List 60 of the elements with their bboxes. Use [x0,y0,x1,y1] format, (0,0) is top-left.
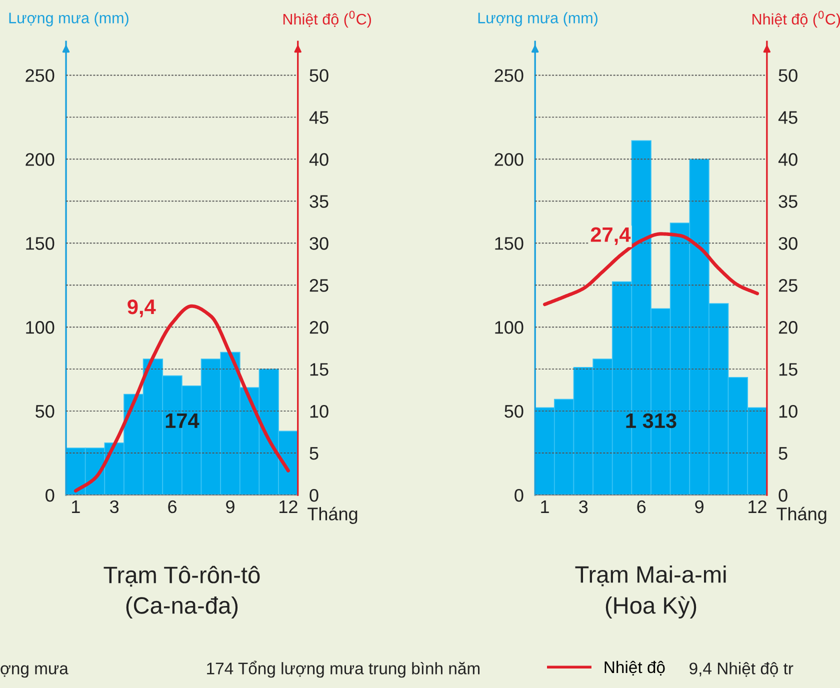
text: Trạm Tô-rôn-tô (Ca-na-đa) [104,566,260,619]
y2-tick-label: 40 [778,153,798,166]
y2-tick-label: 0 [778,488,788,502]
y-tick-label: 50 [36,404,54,418]
x-tick-label: 1 [541,500,549,513]
y2-axis-title: Nhiệt độ ($^{0}$C) [283,10,371,28]
y2-tick-label: 15 [779,363,798,376]
y-tick-label: 100 [26,321,54,334]
y2-tick-label: 50 [310,69,328,82]
annotation: 27,4 [590,227,631,246]
y2-tick-label: 30 [778,237,798,250]
y-tick-label: 250 [26,69,54,82]
text: ợng mưa [0,665,68,678]
text: Trạm Mai-a-mi (Hoa Kỳ) [575,566,726,619]
annotation: 1 313 [626,413,676,428]
y-tick-label: 0 [514,488,524,502]
y2-tick-label: 10 [310,404,328,418]
y2-axis-title: Nhiệt độ ($^{0}$C) [752,10,840,28]
y-tick-label: 250 [494,69,524,82]
text: 174 Tổng lượng mưa trung bình năm [207,660,480,678]
y2-tick-label: 15 [310,363,328,376]
y2-tick-label: 30 [310,237,328,250]
y-tick-label: 200 [494,153,524,166]
annotation: 9,4 [128,299,156,318]
y-tick-label: 150 [26,237,54,250]
x-tick-label: 12 [748,500,766,513]
y-axis-title: Lượng mưa (mm) [478,12,598,26]
y2-tick-label: 25 [778,279,798,292]
y-tick-label: 150 [495,237,524,250]
y2-tick-label: 50 [778,69,798,82]
y2-tick-label: 20 [310,321,328,334]
x-tick-label: 3 [579,500,588,514]
y-tick-label: 0 [46,488,54,502]
x-tick-label: 9 [695,500,704,514]
annotation: 174 [166,414,200,428]
y-tick-label: 200 [26,153,54,166]
y2-tick-label: 5 [778,447,788,460]
x-tick-label: 9 [226,500,234,514]
y2-tick-label: 5 [310,447,318,460]
x-tick-label: 12 [280,500,298,513]
y2-tick-label: 35 [778,195,798,208]
legend-label: Nhiệt độ [604,660,665,676]
y2-tick-label: 35 [310,195,328,208]
y-tick-label: 50 [504,404,524,418]
y2-tick-label: 20 [778,321,798,334]
x-axis-title: Tháng [776,506,826,524]
y2-tick-label: 45 [309,111,328,124]
y2-tick-label: 25 [310,279,328,292]
y-tick-label: 100 [495,321,524,334]
y2-tick-label: 45 [778,111,798,124]
y-axis-title: Lượng mưa (mm) [9,12,128,26]
y2-tick-label: 0 [310,488,318,502]
x-axis-title: Tháng [308,506,358,524]
y2-tick-label: 40 [309,153,328,166]
x-tick-label: 6 [637,500,646,514]
x-tick-label: 3 [110,500,119,514]
x-tick-label: 1 [72,500,80,513]
x-tick-label: 6 [168,500,177,514]
text: 9,4 Nhiệt độ tr [690,662,794,677]
y2-tick-label: 10 [779,404,798,418]
